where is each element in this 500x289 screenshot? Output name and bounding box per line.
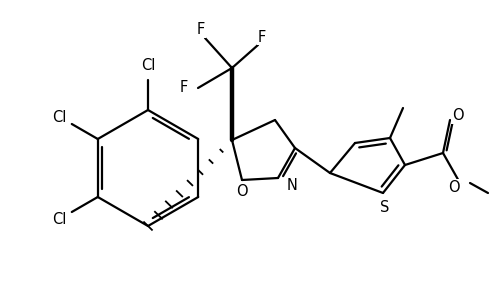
Text: F: F [258, 29, 266, 45]
Text: O: O [448, 179, 460, 194]
Text: O: O [452, 108, 464, 123]
Text: F: F [197, 23, 205, 38]
Text: O: O [236, 184, 248, 199]
Text: S: S [380, 199, 390, 214]
Text: Cl: Cl [141, 58, 155, 73]
Text: N: N [286, 179, 298, 194]
Text: F: F [180, 81, 188, 95]
Text: Cl: Cl [52, 212, 67, 227]
Text: Cl: Cl [52, 110, 67, 125]
